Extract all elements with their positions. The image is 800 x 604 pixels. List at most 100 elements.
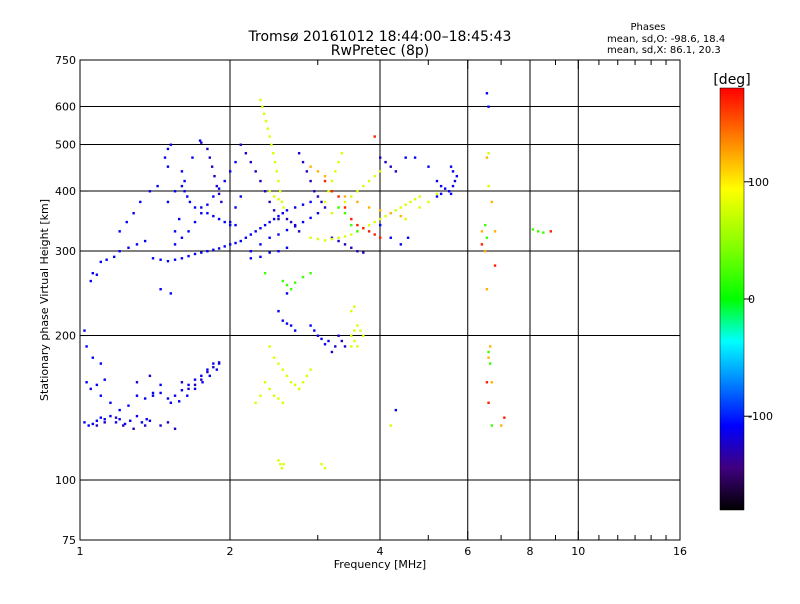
data-point [91, 271, 95, 275]
colorbar-gradient [719, 87, 745, 511]
data-point [389, 424, 392, 427]
x-tick-label: 6 [464, 545, 471, 558]
data-point [490, 424, 494, 427]
data-point [542, 231, 545, 234]
data-point [151, 394, 155, 397]
data-point [275, 170, 278, 173]
data-point [127, 404, 130, 407]
data-point [277, 179, 280, 183]
data-point [191, 156, 194, 159]
data-point [487, 401, 490, 404]
y-axis-label: Stationary phase Virtual Height [km] [38, 199, 51, 401]
data-point [212, 248, 215, 252]
data-point [180, 184, 184, 188]
data-point [313, 329, 316, 332]
data-points [83, 92, 553, 470]
data-point [259, 255, 262, 259]
data-point [173, 427, 177, 430]
data-point [177, 400, 181, 403]
data-point [193, 252, 197, 256]
y-tick-label: 75 [62, 534, 76, 547]
data-point [259, 394, 262, 397]
data-point [309, 200, 312, 204]
data-point [309, 179, 312, 183]
colorbar-tick-label: -100 [748, 410, 773, 423]
data-point [239, 195, 242, 198]
data-point [109, 401, 112, 404]
data-point [89, 387, 92, 391]
data-point [293, 225, 297, 228]
colorbar-tick-label: 0 [748, 293, 755, 306]
data-point [316, 170, 320, 173]
data-point [350, 334, 353, 337]
data-point [289, 288, 293, 291]
data-point [249, 160, 253, 164]
data-point [206, 212, 209, 215]
data-point [272, 152, 275, 155]
colorbar-tick-label: 100 [748, 176, 769, 189]
y-tick-label: 200 [55, 330, 76, 343]
data-point [213, 174, 216, 178]
data-point [159, 258, 162, 261]
data-point [493, 230, 497, 233]
data-point [99, 394, 103, 397]
data-point [281, 279, 284, 283]
data-point [404, 217, 407, 221]
data-point [485, 381, 489, 384]
data-point [206, 250, 209, 253]
phases-info-line-o: mean, sd,O: -98.6, 18.4 [607, 34, 725, 45]
data-point [367, 206, 371, 209]
data-point [359, 329, 362, 332]
data-point [443, 187, 447, 190]
data-point [264, 119, 268, 123]
data-point [208, 156, 211, 159]
data-point [323, 174, 327, 178]
data-point [159, 391, 162, 395]
data-point [394, 170, 398, 173]
data-point [114, 416, 118, 419]
data-point [362, 184, 365, 188]
data-point [305, 170, 309, 173]
data-point [449, 165, 453, 168]
data-point [367, 179, 371, 183]
data-point [148, 190, 152, 193]
data-point [309, 216, 312, 220]
chart-title: Tromsø 20161012 18:44:00–18:45:43 [248, 29, 512, 45]
data-point [263, 381, 267, 384]
data-point [187, 230, 190, 233]
data-point [223, 245, 226, 248]
data-point [399, 214, 403, 218]
data-point [297, 230, 301, 233]
data-point [169, 292, 173, 295]
data-point [139, 200, 142, 204]
data-point [485, 156, 489, 159]
data-point [313, 190, 316, 193]
data-point [289, 220, 293, 224]
data-point [330, 212, 334, 215]
data-point [145, 418, 148, 421]
data-point [285, 292, 289, 295]
data-point [280, 466, 284, 470]
data-point [503, 416, 506, 419]
data-point [206, 370, 209, 374]
data-point [254, 230, 257, 233]
data-point [259, 227, 262, 230]
data-point [91, 356, 95, 359]
data-point [200, 374, 203, 378]
data-point [373, 233, 376, 236]
data-point [343, 243, 347, 246]
data-point [485, 288, 489, 291]
data-point [316, 237, 320, 241]
data-point [277, 459, 280, 462]
data-point [281, 319, 284, 322]
data-point [330, 237, 334, 241]
data-point [159, 383, 162, 387]
data-point [343, 195, 347, 198]
data-point [173, 394, 177, 397]
data-point [135, 414, 139, 418]
data-point [379, 223, 382, 227]
y-tick-label: 750 [55, 54, 76, 67]
data-point [480, 230, 484, 233]
data-point [220, 200, 223, 204]
colorbar-unit-label: [deg] [713, 72, 750, 88]
